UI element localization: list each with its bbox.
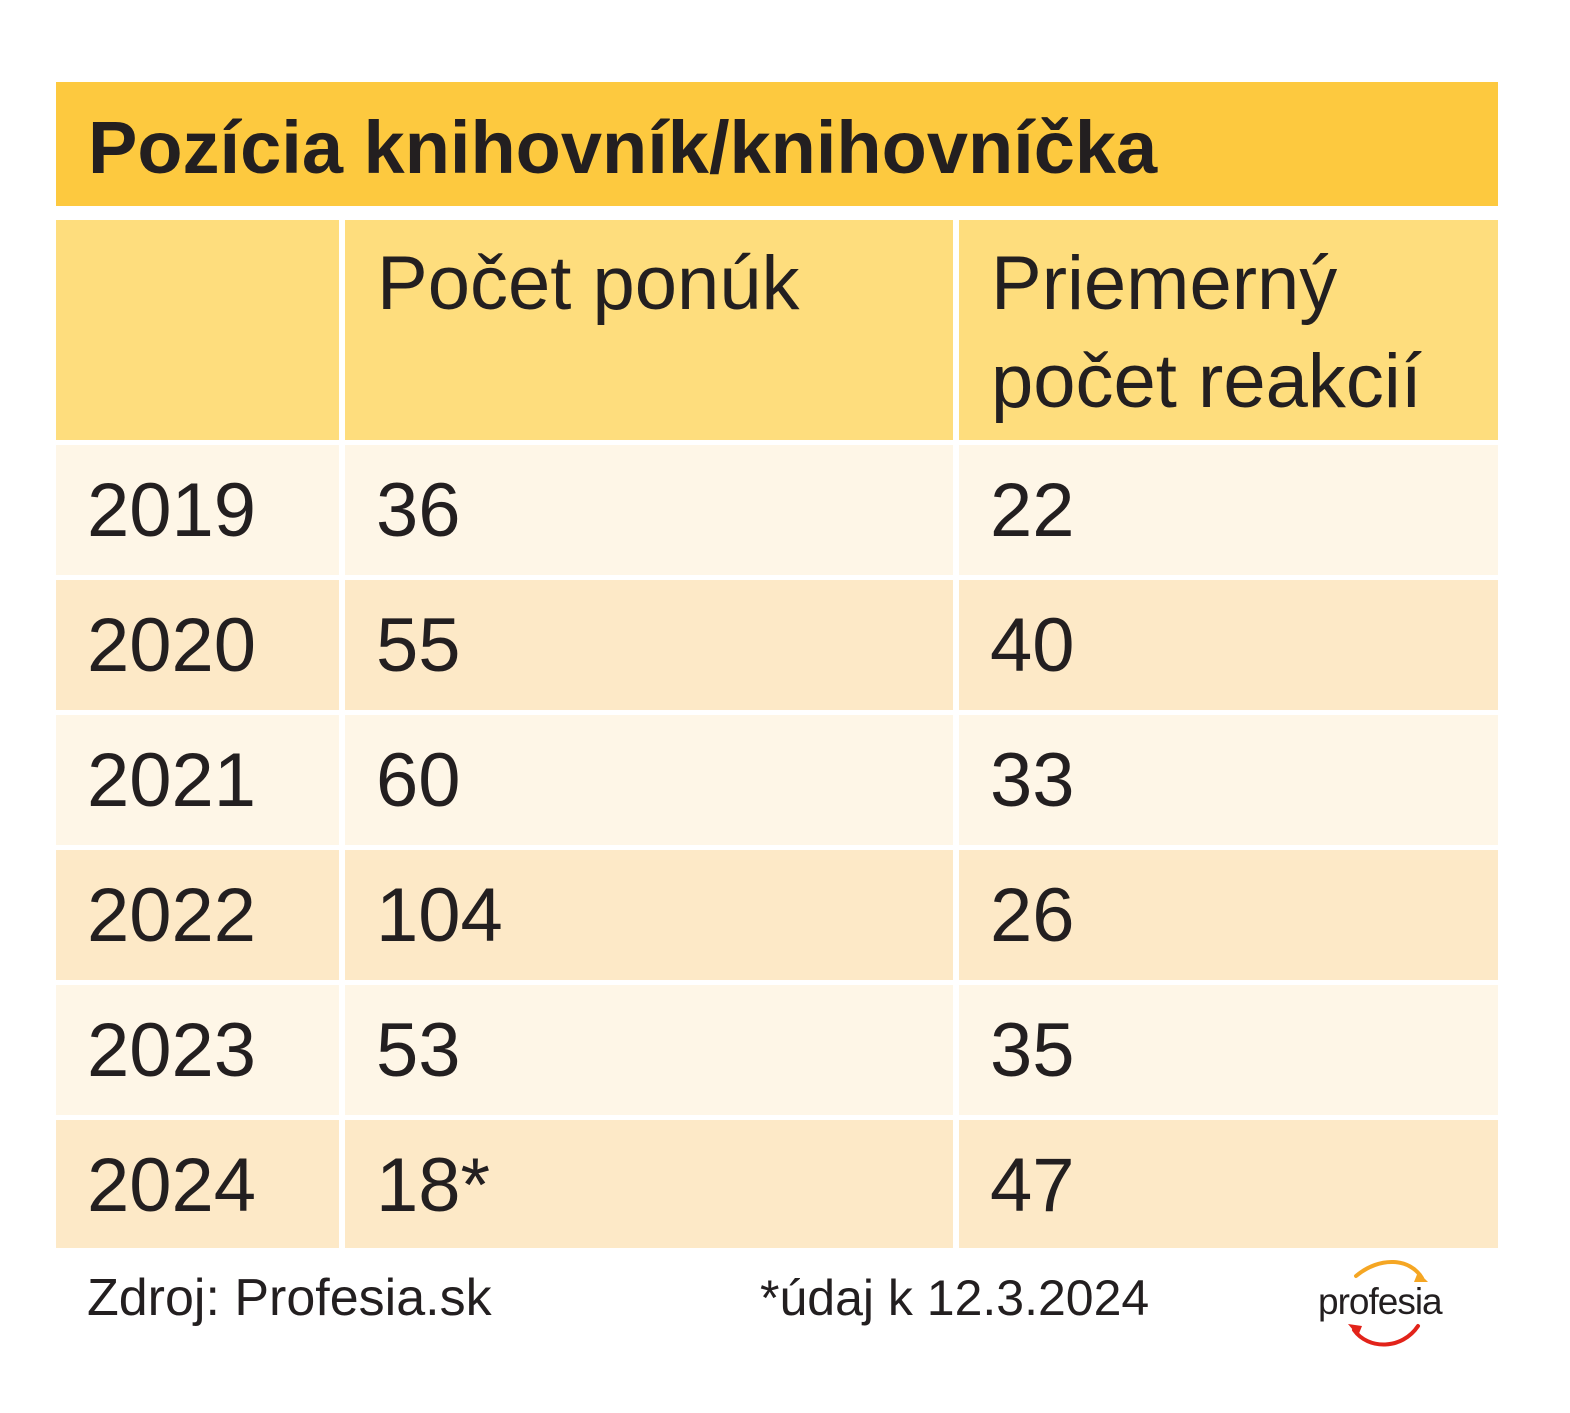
logo-arc-icon [1348,1260,1428,1347]
logo-arc-top [1354,1260,1424,1280]
reactions-value: 35 [990,1008,1075,1093]
year-value: 2019 [87,468,257,553]
logo-wordmark: profesia [1318,1281,1443,1322]
year-value: 2020 [87,603,257,688]
footnote: *údaj k 12.3.2024 [760,1270,1150,1326]
year-value: 2024 [87,1143,257,1228]
table-row-cell-reactions: 33 [959,715,1498,845]
table-title: Pozícia knihovník/knihovníčka [88,106,1158,189]
table-row-cell-offers: 60 [345,715,953,845]
reactions-value: 47 [990,1143,1075,1228]
offers-value: 60 [376,738,461,823]
table-row-cell-year: 2023 [56,985,339,1115]
offers-value: 104 [376,873,503,958]
data-table: Počet ponúk Priemerný počet reakcií 2019… [56,220,1498,1248]
year-value: 2022 [87,873,257,958]
year-value: 2023 [87,1008,257,1093]
table-row-cell-offers: 55 [345,580,953,710]
logo-arrow-bottom [1348,1324,1362,1336]
reactions-value: 26 [990,873,1075,958]
offers-value: 55 [376,603,461,688]
table-row-cell-reactions: 47 [959,1120,1498,1248]
header-label-reactions: Priemerný počet reakcií [991,241,1422,424]
table-row-cell-reactions: 22 [959,445,1498,575]
header-cell-year [56,220,339,440]
table-row-cell-reactions: 26 [959,850,1498,980]
profesia-logo: profesia [1310,1258,1470,1350]
reactions-value: 33 [990,738,1075,823]
table-row-cell-year: 2019 [56,445,339,575]
header-label-offers: Počet ponúk [377,241,800,326]
table-row-cell-offers: 36 [345,445,953,575]
logo-arrow-top [1414,1272,1428,1282]
header-cell-reactions: Priemerný počet reakcií [959,220,1498,440]
source-note: Zdroj: Profesia.sk [87,1269,492,1327]
title-bar: Pozícia knihovník/knihovníčka [56,82,1498,206]
reactions-value: 22 [990,468,1075,553]
reactions-value: 40 [990,603,1075,688]
table-row-cell-year: 2021 [56,715,339,845]
year-value: 2021 [87,738,257,823]
logo-arc-bottom [1352,1324,1420,1347]
offers-value: 18* [376,1143,491,1228]
table-row-cell-offers: 104 [345,850,953,980]
table-row-cell-offers: 18* [345,1120,953,1248]
table-row-cell-reactions: 40 [959,580,1498,710]
table-row-cell-year: 2024 [56,1120,339,1248]
offers-value: 36 [376,468,461,553]
offers-value: 53 [376,1008,461,1093]
header-label-year [56,220,339,235]
table-row-cell-year: 2020 [56,580,339,710]
table-row-cell-reactions: 35 [959,985,1498,1115]
table-row-cell-year: 2022 [56,850,339,980]
table-row-cell-offers: 53 [345,985,953,1115]
header-cell-offers: Počet ponúk [345,220,953,440]
